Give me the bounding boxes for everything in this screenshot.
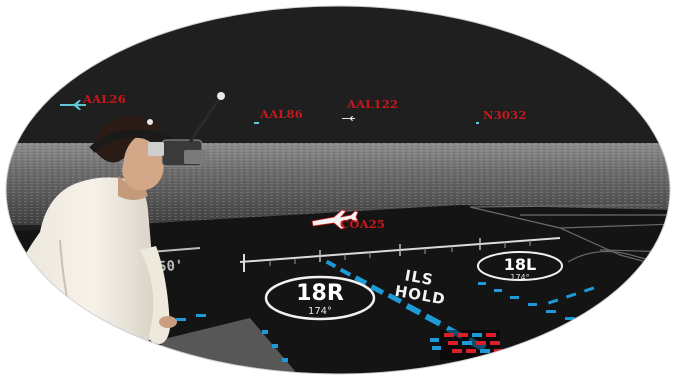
callsign-label: AAL122 <box>346 97 398 111</box>
aircraft-aal26[interactable]: AAL26 <box>60 92 126 110</box>
runway-18l-label: 18L <box>504 255 536 274</box>
runway-marker-18l: 18L 174° <box>477 251 563 282</box>
aircraft-icon <box>342 116 355 121</box>
headset-front-module <box>184 150 206 164</box>
aircraft-n3032[interactable]: N3032 <box>476 108 527 124</box>
aircraft-icon <box>476 122 479 124</box>
oval-frame <box>5 5 671 375</box>
callsign-label: AAL86 <box>259 107 303 121</box>
tracker-marker <box>147 119 153 125</box>
headset-strap <box>89 129 174 154</box>
edge-lights-right <box>478 282 595 320</box>
tracker-antenna <box>188 97 222 143</box>
side-label-rule <box>149 247 201 253</box>
aircraft-coa25[interactable]: COA25 <box>311 209 385 231</box>
distance-scale <box>239 237 561 272</box>
ils-hold-line1: ILS <box>403 266 435 289</box>
aircraft-icon <box>60 100 86 110</box>
tracker-marker <box>217 92 225 100</box>
aircraft-icon <box>254 122 259 124</box>
callsign-label: N3032 <box>483 108 527 122</box>
runway-18r-label: 18R <box>296 281 344 306</box>
headset-side-module <box>148 142 164 156</box>
callsign-label: COA25 <box>340 217 385 231</box>
runway-18l-heading: 174° <box>510 273 529 282</box>
taxiway-wedge-lights <box>176 314 288 362</box>
aircraft-icon <box>311 209 359 230</box>
hold-bar-lights <box>430 330 504 360</box>
callsign-label: AAL26 <box>82 92 126 106</box>
airfield-surface <box>6 205 670 374</box>
aircraft-aal86[interactable]: AAL86 <box>254 107 303 124</box>
hair <box>94 115 164 163</box>
hand <box>159 316 177 328</box>
aircraft-aal122[interactable]: AAL122 <box>342 97 398 121</box>
runway-marker-18r: 18R 174° <box>264 275 376 321</box>
runway-18r-heading: 174° <box>308 306 332 317</box>
